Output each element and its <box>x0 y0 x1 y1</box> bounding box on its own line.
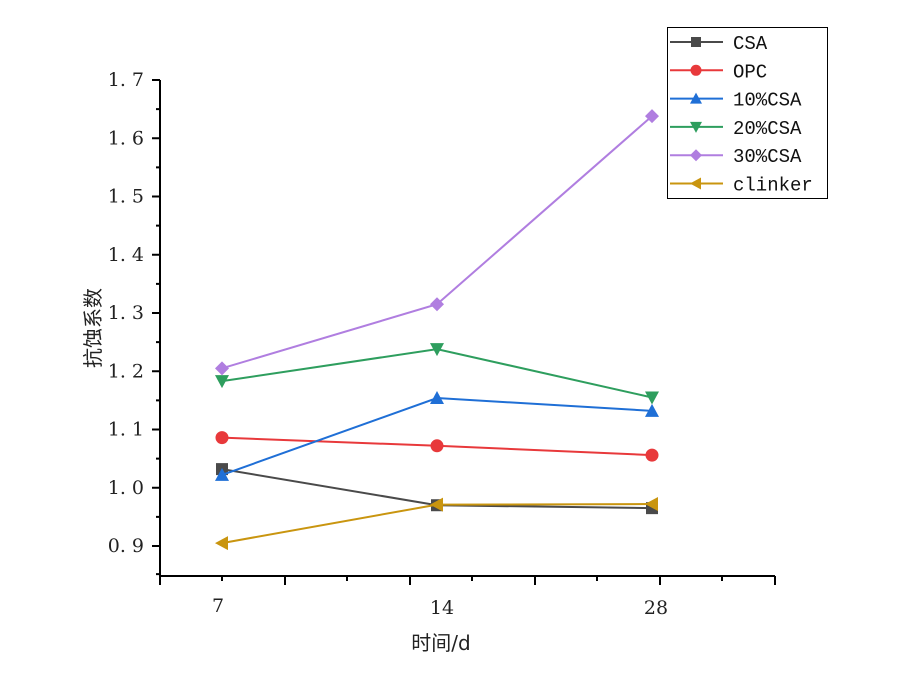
data-point-opc <box>645 448 659 462</box>
data-point-10pctcsa <box>430 391 444 405</box>
x-axis-title: 时间/d <box>411 631 470 655</box>
legend-marker <box>690 149 702 162</box>
y-tick-label: 1. 3 <box>108 302 144 324</box>
y-tick-label: 1. 1 <box>108 419 144 441</box>
legend-item-opc: OPC <box>670 61 767 83</box>
x-tick-label: 14 <box>430 597 454 619</box>
x-tick-label: 7 <box>212 595 224 617</box>
series-clinker <box>215 497 658 551</box>
legend-item-30pctcsa: 30%CSA <box>670 146 802 168</box>
series-opc <box>215 431 659 462</box>
legend: CSA OPC 10%CSA 20%CSA 30%CSA clinker <box>667 27 828 199</box>
series-10pctcsa <box>215 391 659 481</box>
y-tick-label: 0. 9 <box>108 535 144 557</box>
legend-label: 10%CSA <box>733 90 802 112</box>
data-point-opc <box>430 439 444 453</box>
data-point-clinker <box>430 497 443 512</box>
data-point-30pctcsa <box>215 361 229 376</box>
legend-label: clinker <box>733 175 813 197</box>
y-tick-label: 1. 6 <box>108 127 144 149</box>
legend-label: 30%CSA <box>733 146 802 168</box>
y-tick-label: 1. 4 <box>108 244 144 266</box>
legend-marker <box>690 64 702 76</box>
legend-item-clinker: clinker <box>670 175 813 197</box>
y-axis-title: 抗蚀系数 <box>81 288 105 368</box>
legend-marker <box>690 177 701 190</box>
y-tick-label: 1. 7 <box>108 69 144 91</box>
data-point-10pctcsa <box>215 467 229 481</box>
data-point-30pctcsa <box>645 109 659 124</box>
y-tick-label: 1. 0 <box>108 477 144 499</box>
data-point-20pctcsa <box>430 343 444 357</box>
legend-marker <box>690 92 702 104</box>
series-line-10pctcsa <box>221 397 653 476</box>
legend-label: CSA <box>733 33 768 55</box>
data-point-opc <box>215 431 229 445</box>
data-point-clinker <box>215 536 228 551</box>
y-tick-label: 1. 2 <box>108 360 144 382</box>
data-point-10pctcsa <box>645 403 659 417</box>
legend-box <box>667 27 828 199</box>
legend-item-csa: CSA <box>670 33 768 55</box>
series-line-20pctcsa <box>221 348 653 399</box>
axes: 0. 9 1. 0 1. 1 1. 2 1. 3 1. 4 1. 5 1. 6 1. 7 7 14 2… <box>108 69 776 619</box>
legend-item-20pctcsa: 20%CSA <box>670 118 802 140</box>
series-20pctcsa <box>215 343 659 405</box>
data-point-30pctcsa <box>430 297 444 312</box>
data-point-20pctcsa <box>215 375 229 389</box>
x-tick-label: 28 <box>644 597 668 619</box>
legend-marker <box>691 37 701 47</box>
legend-item-10pctcsa: 10%CSA <box>670 90 802 112</box>
legend-label: OPC <box>733 61 767 83</box>
series-layer <box>215 109 659 551</box>
data-point-clinker <box>645 497 658 512</box>
data-point-20pctcsa <box>645 391 659 405</box>
series-30pctcsa <box>215 109 659 376</box>
legend-marker <box>690 121 702 133</box>
legend-label: 20%CSA <box>733 118 802 140</box>
y-tick-label: 1. 5 <box>108 186 144 208</box>
series-line-30pctcsa <box>221 115 653 370</box>
